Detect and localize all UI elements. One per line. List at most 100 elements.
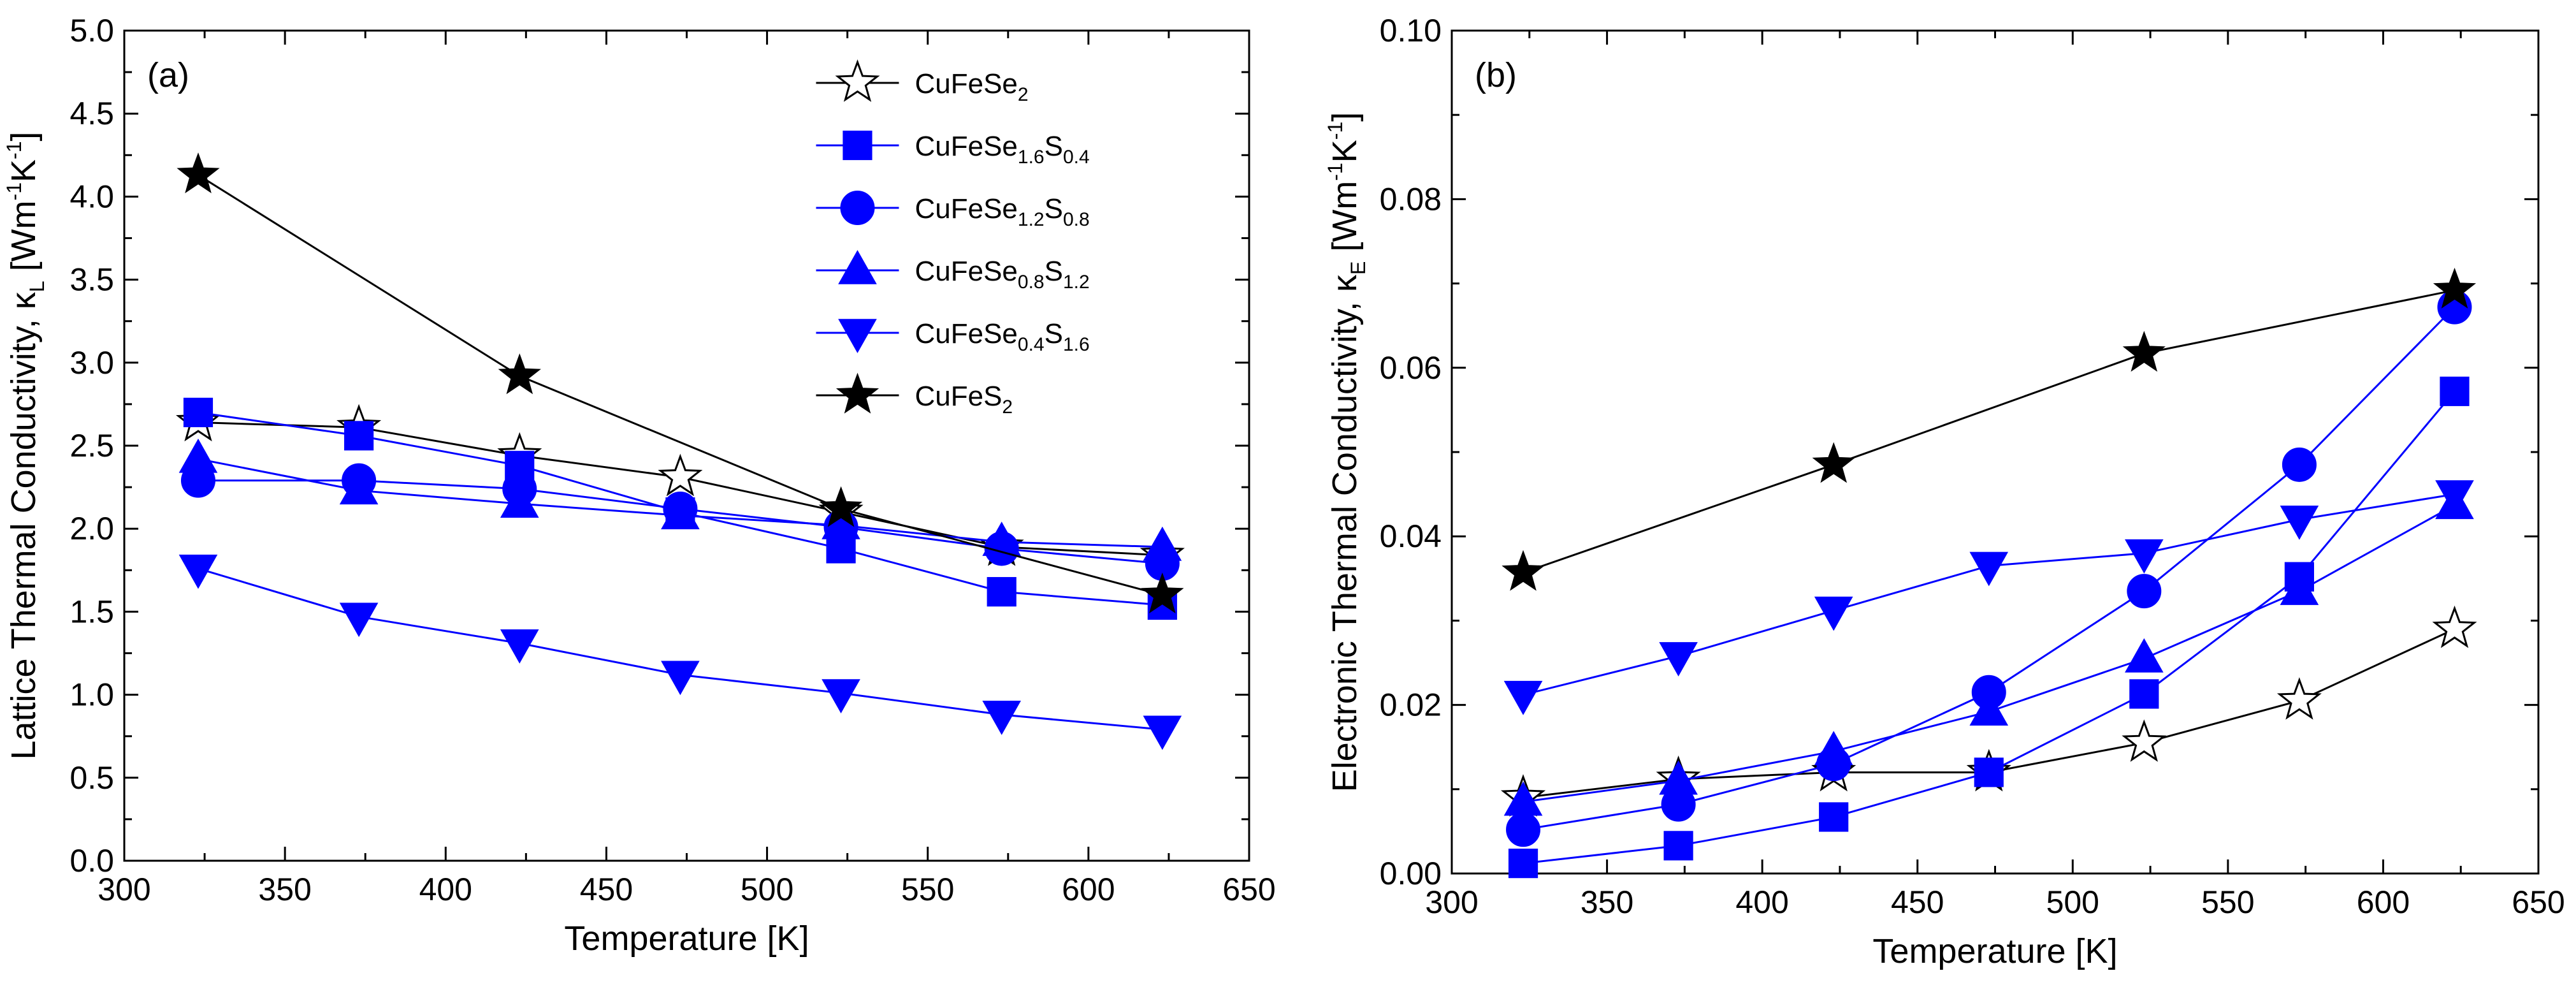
legend-item: CuFeSe0.4S1.6 (816, 318, 1090, 355)
data-point (2127, 574, 2162, 609)
data-point (2433, 267, 2477, 309)
data-point (982, 522, 1022, 556)
data-point (1814, 731, 1853, 766)
y-axis-title: Lattice Thermal Conductivity, κL [Wm-1K-… (3, 131, 48, 759)
data-point (1812, 442, 1855, 483)
data-point (1143, 715, 1182, 750)
data-point (819, 486, 863, 527)
series-line (198, 174, 1163, 596)
legend-item: CuFeSe1.6S0.4 (816, 130, 1090, 168)
data-point (177, 152, 220, 194)
legend-label-subscript: 0.4 (1018, 334, 1045, 355)
legend-label-text: S (1045, 131, 1063, 162)
y-axis-title-superscript: -1 (3, 182, 25, 200)
series-1 (1508, 376, 2470, 879)
x-tick-label: 550 (2201, 884, 2254, 920)
y-tick-label: 3.0 (69, 345, 114, 381)
y-axis-title-superscript: -1 (1324, 163, 1347, 180)
data-point (982, 701, 1022, 735)
y-axis-title-text: Electronic Thermal Conductivity, κ (1326, 274, 1364, 792)
data-point (1506, 812, 1541, 847)
legend-label: CuFeSe1.2S0.8 (915, 193, 1089, 230)
data-point (658, 453, 703, 497)
series-3 (1503, 485, 2474, 816)
data-point (987, 577, 1017, 607)
series-3 (178, 438, 1182, 561)
series-0 (175, 398, 1185, 574)
data-point (1503, 680, 1543, 715)
panel-label: (a) (147, 56, 189, 94)
legend-label: CuFeSe0.8S1.2 (915, 256, 1089, 293)
x-tick-label: 350 (1581, 884, 1633, 920)
data-point (1659, 642, 1698, 676)
x-tick-label: 500 (741, 872, 793, 907)
data-point (2432, 605, 2477, 648)
data-point (1969, 691, 2009, 726)
series-5 (177, 152, 1184, 614)
x-axis-title: Temperature [K] (564, 919, 809, 958)
legend-label-subscript: 2 (1018, 84, 1029, 105)
x-axis-title: Temperature [K] (1872, 932, 2117, 970)
legend-label-subscript: 1.6 (1018, 147, 1045, 168)
data-point (1659, 760, 1698, 795)
series-line (1523, 289, 2455, 574)
data-point (2440, 376, 2470, 406)
data-point (1141, 573, 1184, 614)
legend-marker (840, 191, 875, 225)
legend-label: CuFeSe0.4S1.6 (915, 318, 1089, 355)
x-tick-label: 550 (901, 872, 954, 907)
panel-label: (b) (1475, 56, 1517, 94)
y-axis-title-unit-k: K (1326, 140, 1364, 163)
data-point (1819, 802, 1849, 832)
data-point (1969, 552, 2009, 587)
legend-label-text: CuFeSe (915, 256, 1017, 287)
x-tick-label: 600 (1062, 872, 1115, 907)
legend-item: CuFeSe2 (816, 59, 1029, 105)
y-tick-label: 4.0 (69, 179, 114, 214)
y-tick-label: 0.00 (1380, 856, 1442, 891)
y-axis-title-text: Lattice Thermal Conductivity, κ (4, 291, 43, 759)
x-tick-label: 600 (2357, 884, 2410, 920)
legend-marker (835, 59, 880, 102)
legend-label-subscript: 1.2 (1018, 209, 1045, 230)
legend-label-text: CuFeSe (915, 318, 1017, 349)
y-axis-title-subscript: E (1347, 261, 1370, 275)
y-tick-label: 5.0 (69, 13, 114, 48)
data-point (178, 438, 218, 473)
plot-frame (1451, 29, 2540, 875)
legend-label-text: S (1045, 193, 1063, 224)
legend-label: CuFeS2 (915, 381, 1013, 418)
y-axis-title-bracket: ] (1326, 112, 1364, 122)
data-point (500, 483, 539, 518)
y-axis-title-superscript: -1 (1324, 122, 1347, 140)
y-tick-label: 2.5 (69, 428, 114, 464)
data-point (2125, 638, 2164, 673)
y-tick-label: 2.0 (69, 511, 114, 546)
legend-item: CuFeSe0.8S1.2 (816, 250, 1090, 293)
legend-label-subscript: 0.8 (1018, 272, 1045, 293)
data-point (339, 470, 379, 505)
data-point (2276, 677, 2322, 720)
x-tick-label: 500 (2046, 884, 2099, 920)
data-point (661, 495, 700, 530)
legend-label-text: S (1045, 256, 1063, 287)
y-axis-title-unit: [Wm (4, 200, 43, 281)
y-axis-title-superscript: -1 (3, 142, 25, 159)
data-point (1503, 781, 1543, 816)
legend-item: CuFeSe1.2S0.8 (816, 191, 1090, 230)
data-point (2125, 539, 2164, 574)
y-tick-label: 0.08 (1380, 181, 1442, 217)
data-point (1814, 596, 1853, 631)
data-point (661, 661, 700, 696)
x-tick-label: 300 (1425, 884, 1478, 920)
x-tick-label: 300 (98, 872, 150, 907)
y-tick-label: 0.04 (1380, 518, 1442, 554)
legend-label-subscript: 0.8 (1063, 209, 1090, 230)
y-tick-label: 0.5 (69, 760, 114, 796)
y-tick-label: 0.10 (1380, 13, 1442, 48)
series-4 (178, 554, 1182, 750)
legend-label-text: CuFeS (915, 381, 1002, 412)
data-point (1974, 757, 2004, 787)
legend-label-subscript: 1.6 (1063, 334, 1090, 355)
